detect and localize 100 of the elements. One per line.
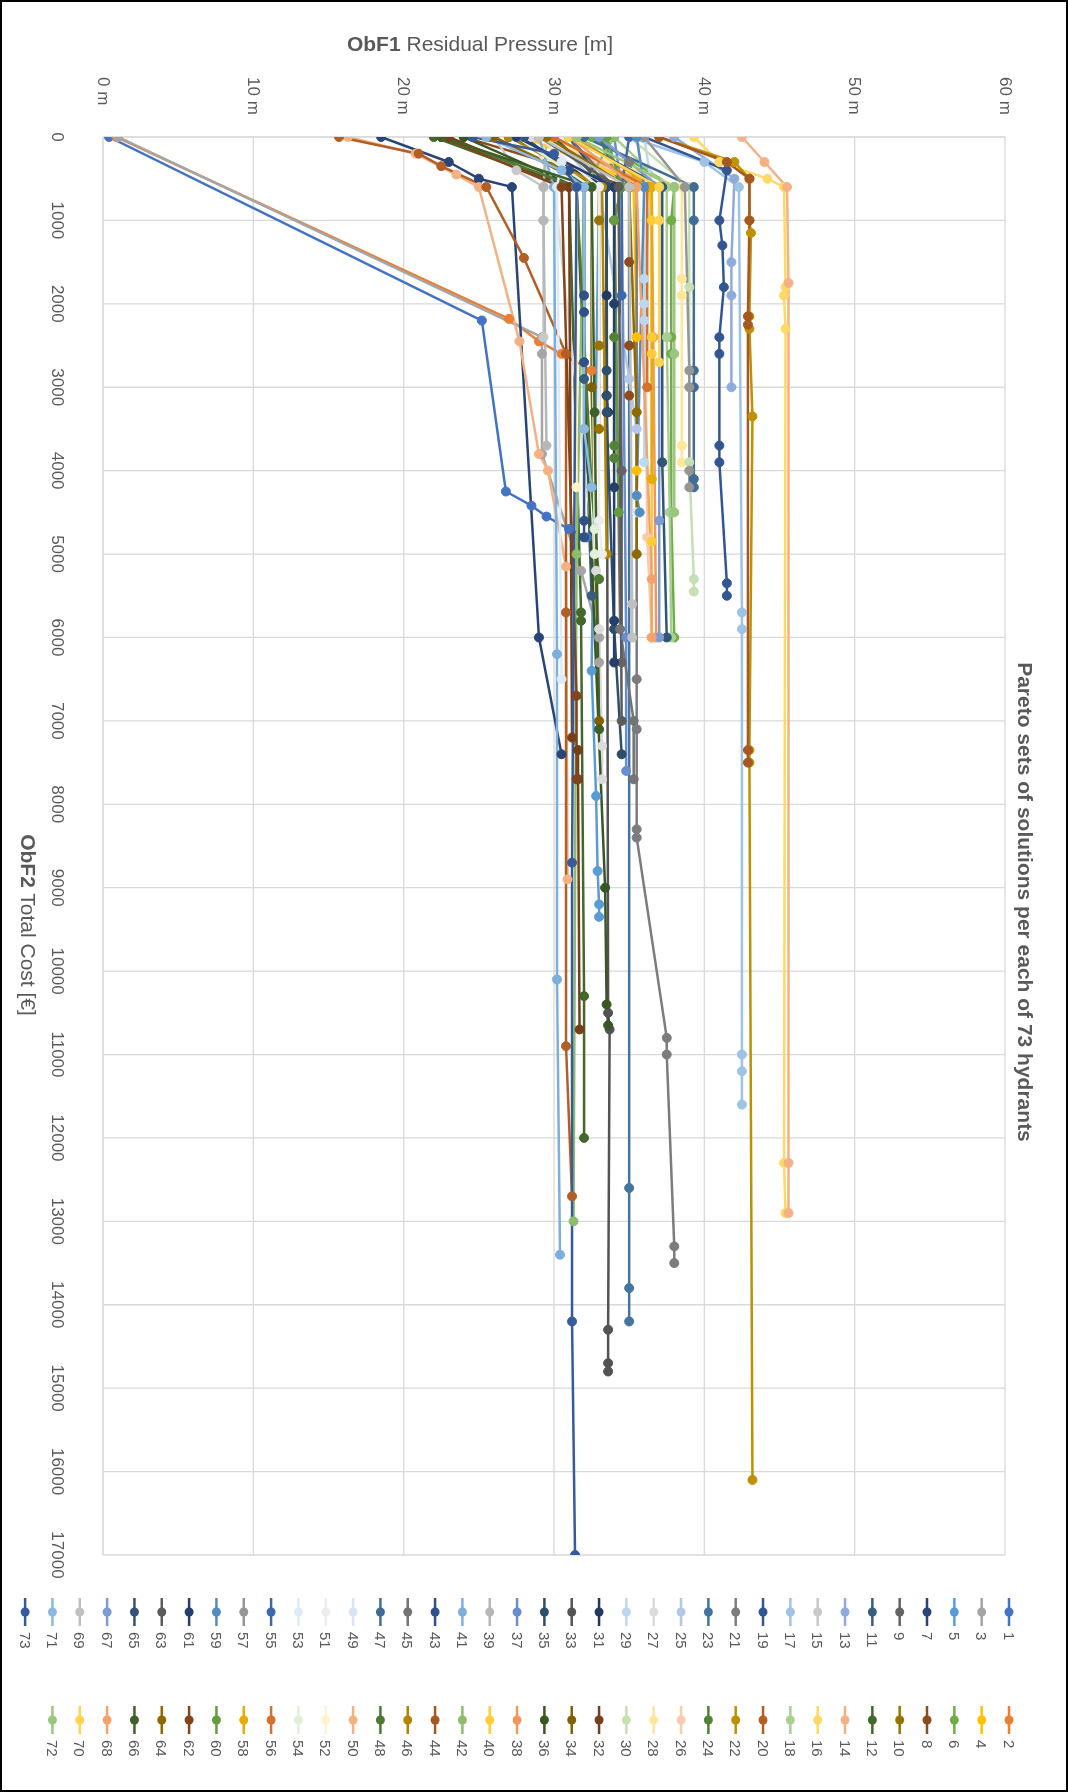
legend-label: 53 [289, 1632, 307, 1649]
legend-label: 36 [535, 1740, 553, 1757]
y-tick-label: 3000 [47, 368, 67, 407]
legend-label: 9 [891, 1632, 909, 1641]
legend-label: 51 [317, 1632, 335, 1649]
legend-label: 3 [973, 1632, 991, 1641]
legend-label: 19 [754, 1632, 772, 1649]
y-tick-label: 12000 [47, 1114, 67, 1162]
legend-label: 26 [672, 1740, 690, 1757]
y-tick-label: 16000 [47, 1447, 67, 1496]
y-tick-label: 9000 [47, 868, 67, 907]
legend-label: 45 [399, 1632, 417, 1649]
legend-label: 73 [16, 1632, 34, 1649]
y-tick-label: 8000 [47, 785, 67, 824]
legend-label: 22 [727, 1740, 745, 1757]
legend-label: 16 [809, 1740, 827, 1757]
legend-label: 58 [235, 1740, 253, 1757]
y-tick-label: 14000 [47, 1281, 67, 1329]
x-axis-title: ObF1 Residual Pressure [m] [346, 31, 614, 55]
legend-label: 33 [563, 1632, 581, 1649]
x-tick-label: 50 m [845, 77, 865, 115]
legend-label: 60 [207, 1740, 225, 1757]
y-tick-label: 0 [47, 132, 67, 142]
legend-label: 11 [863, 1632, 881, 1648]
legend-label: 29 [617, 1632, 635, 1649]
legend-label: 35 [535, 1632, 553, 1649]
y-tick-label: 4000 [47, 451, 67, 490]
legend-label: 6 [945, 1740, 963, 1749]
x-tick-label: 20 m [394, 77, 414, 115]
legend-label: 59 [207, 1632, 225, 1649]
legend-label: 10 [891, 1740, 909, 1757]
legend-label: 64 [153, 1740, 171, 1757]
text: Pareto sets of solutions per each of 73 hydrants [1013, 662, 1037, 1142]
legend-label: 42 [453, 1740, 471, 1757]
legend-label: 72 [43, 1740, 61, 1757]
legend-label: 63 [153, 1632, 171, 1649]
legend-label: 56 [262, 1740, 280, 1757]
legend-label: 15 [809, 1632, 827, 1649]
legend-label: 25 [672, 1632, 690, 1649]
y-tick-label: 2000 [47, 284, 67, 323]
x-tick-label: 30 m [544, 77, 564, 115]
legend-label: 18 [781, 1740, 799, 1757]
y-tick-label: 15000 [47, 1364, 67, 1412]
y-tick-label: 6000 [47, 618, 67, 657]
legend-label: 71 [43, 1632, 61, 1649]
x-tick-label: 60 m [995, 77, 1015, 115]
legend-label: 24 [699, 1740, 717, 1757]
legend-label: 66 [125, 1740, 143, 1757]
legend-label: 48 [371, 1740, 389, 1757]
legend-label: 40 [481, 1740, 499, 1757]
legend-label: 37 [508, 1632, 526, 1649]
y-axis-title: ObF2 Total Cost [€] [17, 834, 41, 1016]
legend-label: 43 [426, 1632, 444, 1649]
legend-label: 61 [180, 1632, 198, 1649]
legend-label: 20 [754, 1740, 772, 1757]
y-tick-label: 1000 [47, 201, 67, 240]
legend-label: 30 [617, 1740, 635, 1757]
legend-label: 8 [918, 1740, 936, 1749]
y-tick-label: 5000 [47, 535, 67, 573]
legend-label: 5 [945, 1632, 963, 1641]
legend-label: 31 [590, 1632, 608, 1649]
y-tick-label: 17000 [47, 1531, 67, 1579]
legend-label: 38 [508, 1740, 526, 1757]
legend-label: 50 [344, 1740, 362, 1757]
legend-label: 65 [125, 1632, 143, 1649]
y-tick-label: 10000 [47, 947, 67, 995]
x-tick-label: 0 m [93, 77, 113, 106]
x-tick-label: 10 m [243, 77, 263, 115]
legend-label: 39 [481, 1632, 499, 1649]
legend-label: 69 [71, 1632, 89, 1649]
legend-label: 49 [344, 1632, 362, 1649]
legend-label: 2 [1000, 1740, 1018, 1749]
legend-label: 34 [563, 1740, 581, 1757]
legend-label: 21 [727, 1632, 745, 1649]
legend-label: 41 [453, 1632, 471, 1649]
legend-label: 70 [71, 1740, 89, 1757]
legend-label: 14 [836, 1740, 854, 1757]
x-tick-label: 40 m [694, 77, 714, 115]
legend-label: 28 [645, 1740, 663, 1757]
legend-label: 46 [399, 1740, 417, 1757]
legend-label: 32 [590, 1740, 608, 1757]
legend-label: 62 [180, 1740, 198, 1757]
legend-label: 17 [781, 1632, 799, 1649]
legend-label: 27 [645, 1632, 663, 1649]
legend-label: 52 [317, 1740, 335, 1757]
legend-label: 13 [836, 1632, 854, 1649]
legend-label: 67 [98, 1632, 116, 1649]
legend-label: 44 [426, 1740, 444, 1757]
legend-label: 23 [699, 1632, 717, 1649]
legend-label: 55 [262, 1632, 280, 1649]
y-tick-label: 7000 [47, 701, 67, 740]
legend-label: 57 [235, 1632, 253, 1649]
legend-label: 54 [289, 1740, 307, 1757]
legend-label: 47 [371, 1632, 389, 1649]
legend-label: 68 [98, 1740, 116, 1757]
y-tick-label: 11000 [47, 1031, 67, 1078]
y-tick-label: 13000 [47, 1197, 67, 1245]
legend-label: 1 [1000, 1632, 1018, 1641]
legend-label: 4 [973, 1740, 991, 1749]
legend-label: 12 [863, 1740, 881, 1757]
